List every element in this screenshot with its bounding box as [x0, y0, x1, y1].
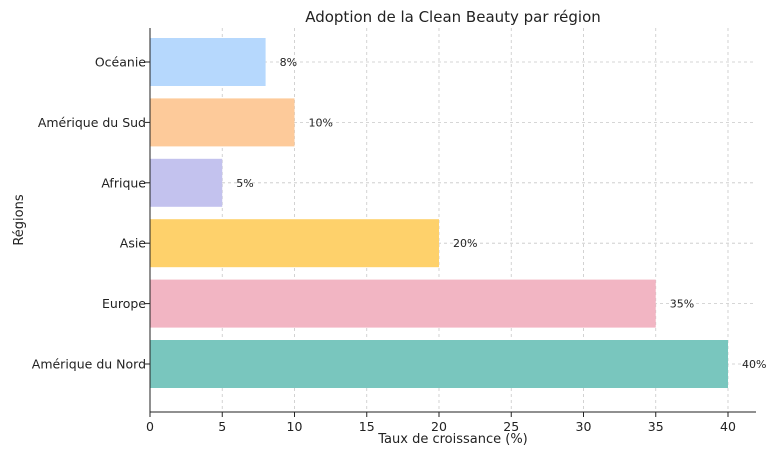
x-tick-label: 40 — [720, 419, 736, 434]
data-label: 5% — [236, 177, 253, 190]
x-tick-label: 30 — [576, 419, 592, 434]
y-tick-label: Amérique du Sud — [38, 115, 146, 130]
y-tick-label: Asie — [120, 236, 147, 251]
bar — [150, 158, 223, 207]
y-tick-label: Océanie — [95, 55, 146, 70]
x-tick-label: 35 — [648, 419, 664, 434]
x-tick-label: 5 — [218, 419, 226, 434]
x-tick-label: 0 — [146, 419, 154, 434]
data-label: 8% — [280, 56, 297, 69]
bar — [150, 38, 266, 86]
x-tick-label: 15 — [359, 419, 375, 434]
data-label: 10% — [309, 116, 333, 129]
data-label: 40% — [742, 358, 766, 371]
bar — [150, 279, 656, 328]
data-label: 35% — [670, 298, 694, 311]
data-label: 20% — [453, 237, 477, 250]
y-axis-label: Régions — [12, 194, 27, 246]
y-tick-label: Europe — [102, 296, 146, 311]
chart-title: Adoption de la Clean Beauty par région — [305, 8, 601, 26]
axes — [149, 28, 756, 413]
x-axis-label: Taux de croissance (%) — [377, 432, 528, 447]
y-ticks: Amérique du Nord Europe Asie Afrique Amériqu… — [32, 55, 150, 372]
x-tick-label: 10 — [287, 419, 303, 434]
x-tick-label: 25 — [503, 419, 519, 434]
y-tick-label: Amérique du Nord — [32, 357, 146, 372]
x-tick-label: 20 — [431, 419, 447, 434]
bar — [150, 340, 728, 388]
bar — [150, 219, 439, 268]
bar — [150, 98, 295, 147]
x-ticks: 0 5 10 15 20 25 30 35 40 — [146, 412, 736, 434]
data-labels: 40% 35% 20% 5% 10% 8% — [236, 56, 766, 371]
y-tick-label: Afrique — [101, 175, 146, 190]
bars — [150, 38, 728, 388]
